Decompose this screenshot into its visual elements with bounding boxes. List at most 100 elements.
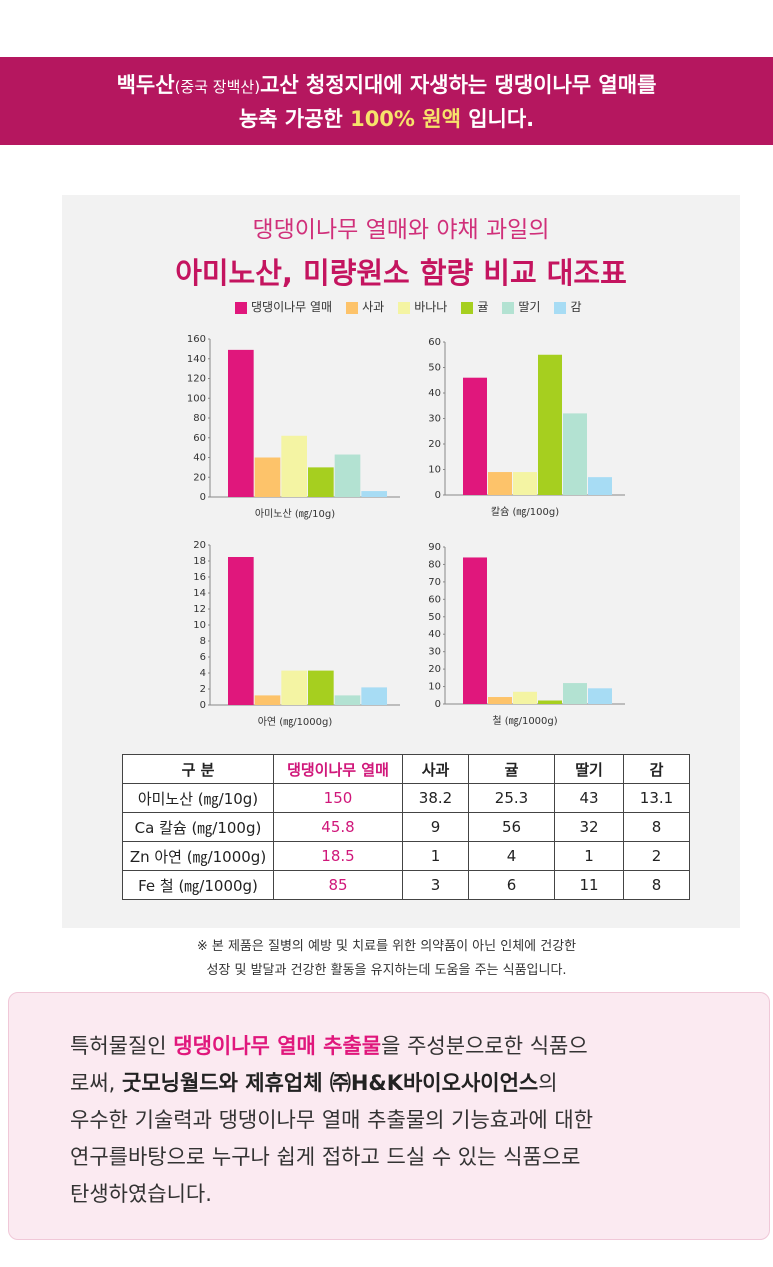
y-tick-label: 18 xyxy=(193,556,206,567)
table-header: 사과 xyxy=(402,754,469,784)
table-header: 딸기 xyxy=(554,754,624,784)
bar xyxy=(308,467,334,497)
legend-swatch xyxy=(346,301,359,314)
legend-label: 감 xyxy=(570,300,582,314)
line: 특허물질인 댕댕이나무 열매 추출물을 주성분으로한 식품으 xyxy=(70,1028,593,1065)
y-tick-label: 80 xyxy=(193,413,206,424)
y-tick-label: 20 xyxy=(428,664,441,675)
table-cell: 150 xyxy=(273,783,403,813)
bar xyxy=(254,457,281,497)
table-cell: 13.1 xyxy=(623,783,690,813)
bar xyxy=(588,477,612,495)
table-cell: 1 xyxy=(554,841,624,871)
legend-swatch xyxy=(554,301,567,314)
y-tick-label: 70 xyxy=(428,577,441,588)
bar xyxy=(254,695,281,705)
x-axis-label: 철 (㎎/1000g) xyxy=(492,715,557,727)
table-cell: 18.5 xyxy=(273,841,403,871)
banner-line: 백두산(중국 장백산)고산 청정지대에 자생하는 댕댕이나무 열매를 xyxy=(0,69,773,103)
legend-label: 댕댕이나무 열매 xyxy=(251,300,333,314)
bar xyxy=(281,670,307,705)
legend-swatch xyxy=(461,301,474,314)
y-tick-label: 16 xyxy=(193,572,206,583)
subtitle: 댕댕이나무 열매와 야채 과일의 xyxy=(252,217,550,243)
bar xyxy=(538,700,562,704)
y-tick-label: 0 xyxy=(200,492,206,503)
table-cell: 2 xyxy=(623,841,690,871)
y-tick-label: 60 xyxy=(428,337,441,348)
legend-item: 바나나 xyxy=(398,298,447,315)
legend-swatch xyxy=(235,301,247,314)
y-tick-label: 14 xyxy=(193,588,206,599)
line: 탄생하였습니다. xyxy=(70,1182,212,1206)
table-cell: 아미노산 (㎎/10g) xyxy=(122,783,274,813)
y-tick-label: 60 xyxy=(193,433,206,444)
bar xyxy=(488,472,512,495)
y-tick-label: 12 xyxy=(193,604,206,615)
y-tick-label: 30 xyxy=(428,647,441,658)
legend-label: 사과 xyxy=(362,300,385,314)
y-tick-label: 10 xyxy=(428,465,441,476)
banner: 백두산(중국 장백산)고산 청정지대에 자생하는 댕댕이나무 열매를 농축 가공… xyxy=(0,57,773,145)
bar xyxy=(334,454,361,497)
table-cell: 45.8 xyxy=(273,812,403,842)
text: 을 주성분으로한 식품으 xyxy=(381,1034,588,1058)
y-tick-label: 6 xyxy=(200,652,206,663)
table-cell: 1 xyxy=(402,841,469,871)
text: (중국 장백산) xyxy=(174,78,261,96)
y-tick-label: 8 xyxy=(200,636,206,647)
y-tick-label: 80 xyxy=(428,559,441,570)
table-cell: 11 xyxy=(554,870,624,900)
y-tick-label: 20 xyxy=(193,540,206,551)
table-cell: 25.3 xyxy=(468,783,555,813)
y-tick-label: 10 xyxy=(193,620,206,631)
y-tick-label: 50 xyxy=(428,612,441,623)
bar xyxy=(281,435,307,497)
table-cell: 4 xyxy=(468,841,555,871)
table-cell: 85 xyxy=(273,870,403,900)
bar xyxy=(334,695,361,705)
table-row: Ca 칼슘 (㎎/100g) 45.8 9 56 32 8 xyxy=(122,812,690,842)
table-cell: 38.2 xyxy=(402,783,469,813)
bar xyxy=(361,491,387,497)
table-cell: 8 xyxy=(623,812,690,842)
legend-label: 바나나 xyxy=(414,300,448,314)
bar xyxy=(513,472,537,495)
y-tick-label: 140 xyxy=(187,354,206,365)
y-tick-label: 50 xyxy=(428,363,441,374)
y-tick-label: 20 xyxy=(193,472,206,483)
table-cell: 56 xyxy=(468,812,555,842)
x-axis-label: 칼슘 (㎎/100g) xyxy=(491,505,559,518)
legend-label: 귤 xyxy=(477,300,489,314)
table-cell: 9 xyxy=(402,812,469,842)
text: 농축 가공한 xyxy=(238,107,351,131)
note-line: ※ 본 제품은 질병의 예방 및 치료를 위한 의약품이 아닌 인체에 건강한 xyxy=(196,939,577,954)
table-header: 댕댕이나무 열매 xyxy=(273,754,403,784)
bar xyxy=(463,377,487,495)
table-cell: 43 xyxy=(554,783,624,813)
text: 백두산 xyxy=(116,73,175,97)
legend-swatch xyxy=(502,301,515,314)
bar xyxy=(361,687,387,705)
table-cell: 8 xyxy=(623,870,690,900)
text: 100% 원액 xyxy=(350,107,461,131)
legend-label: 딸기 xyxy=(518,300,541,314)
bar xyxy=(228,349,254,497)
bar xyxy=(513,691,537,704)
y-tick-label: 100 xyxy=(187,393,206,404)
y-tick-label: 20 xyxy=(428,439,441,450)
line: 우수한 기술력과 댕댕이나무 열매 추출물의 기능효과에 대한 xyxy=(70,1108,594,1132)
y-tick-label: 10 xyxy=(428,682,441,693)
table-row: 아미노산 (㎎/10g) 150 38.2 25.3 43 13.1 xyxy=(122,783,690,813)
banner-line: 농축 가공한 100% 원액 입니다. xyxy=(0,103,773,135)
text: 입니다. xyxy=(460,107,535,131)
y-tick-label: 40 xyxy=(428,629,441,640)
y-tick-label: 30 xyxy=(428,414,441,425)
legend-item: 감 xyxy=(554,298,582,315)
table-row: Fe 철 (㎎/1000g) 85 3 6 11 8 xyxy=(122,870,690,900)
y-tick-label: 40 xyxy=(193,453,206,464)
body-text: 특허물질인 댕댕이나무 열매 추출물을 주성분으로한 식품으 로써, 굿모닝월드… xyxy=(70,1028,593,1213)
legend: 댕댕이나무 열매 사과 바나나 귤 딸기 감 xyxy=(235,298,582,315)
bar xyxy=(563,413,587,495)
